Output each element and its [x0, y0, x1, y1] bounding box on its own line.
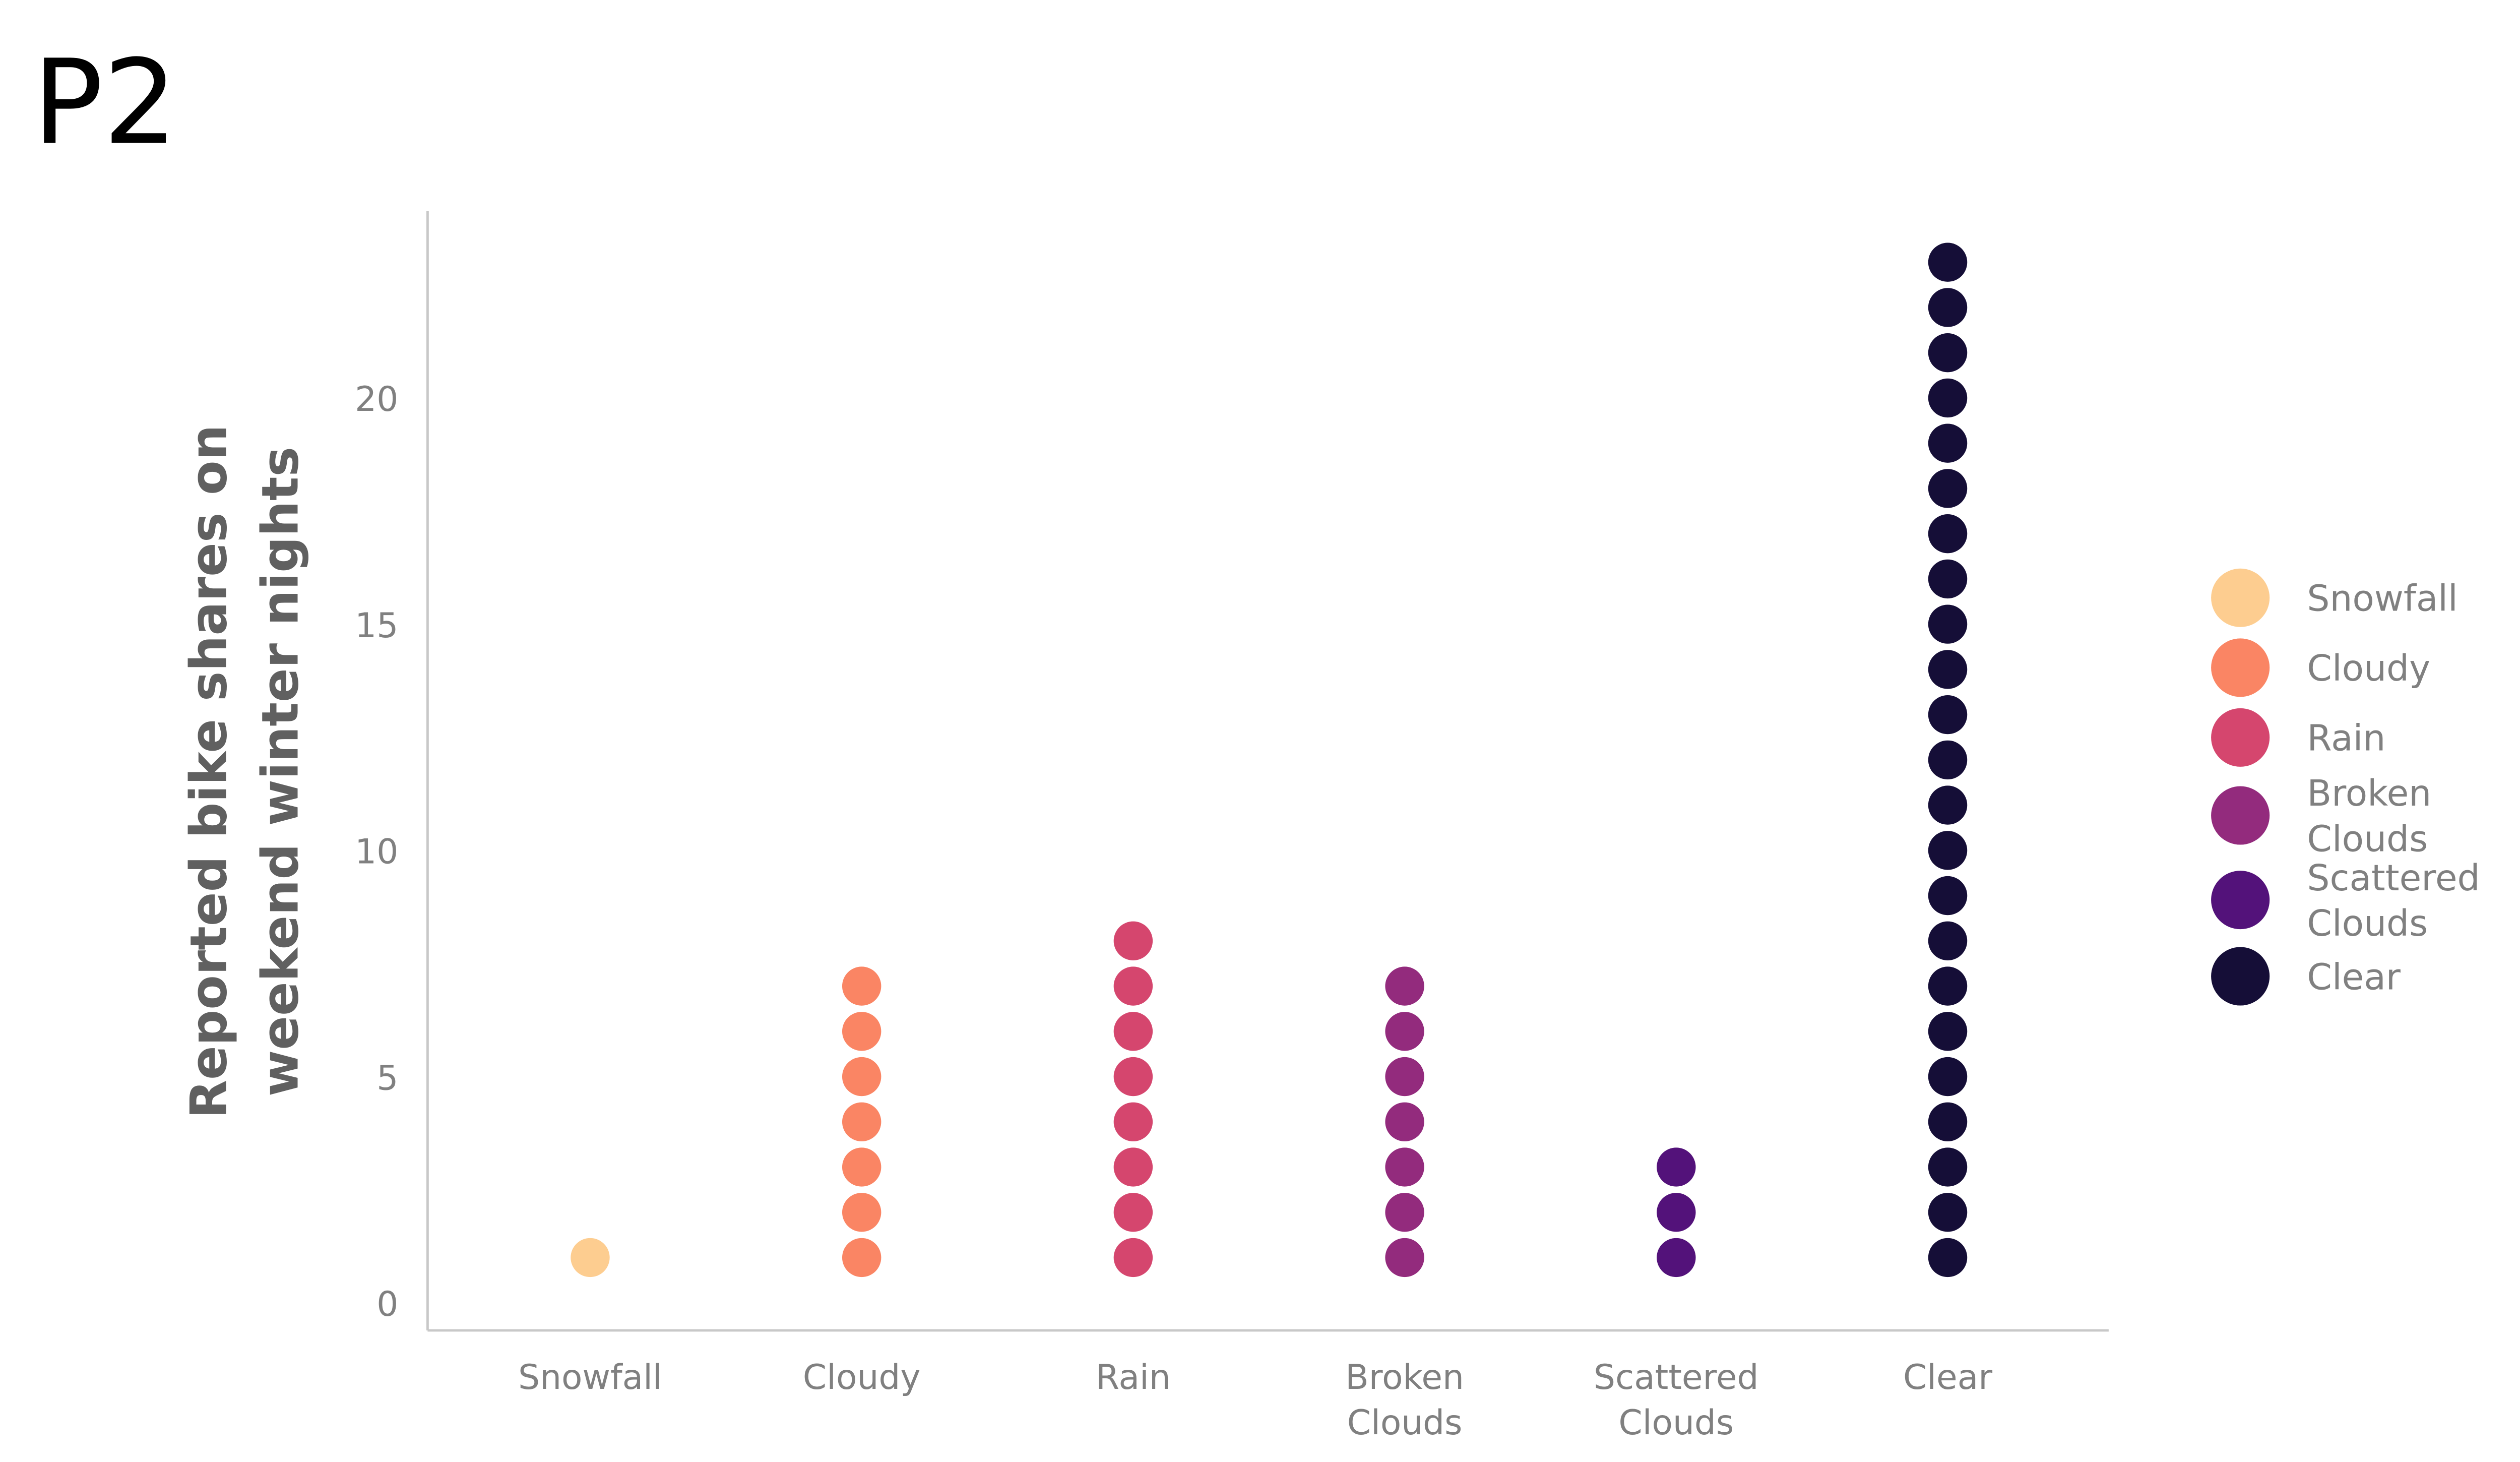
- data-point: [1113, 1238, 1153, 1277]
- data-point: [1113, 966, 1153, 1006]
- y-axis-label-line: weekend winter nights: [250, 447, 309, 1096]
- data-point: [1928, 695, 1968, 735]
- legend-swatch: [2211, 568, 2270, 627]
- data-point: [1928, 740, 1968, 780]
- data-point: [1928, 288, 1968, 327]
- data-point: [1928, 831, 1968, 870]
- data-point: [1928, 242, 1968, 282]
- data-point: [842, 1012, 881, 1051]
- data-point: [1928, 423, 1968, 463]
- x-tick-label: Rain: [1096, 1357, 1171, 1397]
- data-point: [1113, 1012, 1153, 1051]
- data-point: [1928, 785, 1968, 825]
- data-point: [842, 1102, 881, 1141]
- y-tick-label: 20: [355, 379, 398, 419]
- data-point: [1385, 1057, 1424, 1096]
- data-point: [1385, 1012, 1424, 1051]
- data-point: [1928, 378, 1968, 418]
- legend-swatch: [2211, 786, 2270, 845]
- x-tick-label: Clouds: [1618, 1403, 1734, 1442]
- data-point: [1928, 604, 1968, 644]
- legend-label: Snowfall: [2307, 578, 2458, 620]
- x-tick-label: Clear: [1903, 1357, 1992, 1397]
- data-point: [1928, 333, 1968, 373]
- data-point: [1928, 921, 1968, 960]
- data-point: [842, 1147, 881, 1187]
- x-tick-label: Cloudy: [803, 1357, 921, 1397]
- data-point: [1928, 1147, 1968, 1187]
- data-point: [1385, 1102, 1424, 1141]
- data-point: [1113, 1102, 1153, 1141]
- data-point: [1657, 1238, 1696, 1277]
- data-point: [1928, 1102, 1968, 1141]
- data-point: [1385, 1193, 1424, 1232]
- legend-label: Clouds: [2307, 902, 2428, 944]
- data-point: [842, 1193, 881, 1232]
- y-axis-label: Reported bike shares on weekend winter ni…: [179, 424, 309, 1119]
- legend-label: Clear: [2307, 956, 2401, 998]
- legend-label: Rain: [2307, 717, 2385, 759]
- dots: [571, 242, 1968, 1277]
- data-point: [1113, 1057, 1153, 1096]
- data-point: [1385, 1238, 1424, 1277]
- data-point: [842, 966, 881, 1006]
- x-tick-label: Clouds: [1347, 1403, 1463, 1442]
- data-point: [1928, 1057, 1968, 1096]
- data-point: [571, 1238, 610, 1277]
- data-point: [1928, 966, 1968, 1006]
- data-point: [1928, 1193, 1968, 1232]
- data-point: [1385, 966, 1424, 1006]
- legend-label: Cloudy: [2307, 647, 2430, 689]
- data-point: [1928, 650, 1968, 689]
- data-point: [1113, 1147, 1153, 1187]
- data-point: [1385, 1147, 1424, 1187]
- legend-label: Clouds: [2307, 818, 2428, 860]
- legend-swatch: [2211, 947, 2270, 1006]
- y-tick-label: 5: [376, 1058, 398, 1098]
- legend-label: Scattered: [2307, 857, 2480, 899]
- data-point: [1657, 1193, 1696, 1232]
- y-tick-label: 15: [355, 605, 398, 645]
- x-tick-label: Snowfall: [518, 1357, 662, 1397]
- y-ticks: 0 5 10 15 20: [355, 379, 398, 1324]
- legend-swatch: [2211, 638, 2270, 697]
- data-point: [1928, 876, 1968, 916]
- y-axis-label-line: Reported bike shares on: [179, 424, 238, 1119]
- legend: SnowfallCloudyRainBrokenCloudsScatteredC…: [2211, 568, 2480, 1006]
- data-point: [1928, 514, 1968, 554]
- data-point: [1657, 1147, 1696, 1187]
- x-tick-label: Broken: [1345, 1357, 1464, 1397]
- y-tick-label: 10: [355, 832, 398, 872]
- data-point: [1113, 1193, 1153, 1232]
- panel-tag: P2: [33, 35, 178, 171]
- data-point: [1928, 1012, 1968, 1051]
- legend-swatch: [2211, 871, 2270, 930]
- data-point: [842, 1057, 881, 1096]
- data-point: [1928, 1238, 1968, 1277]
- legend-swatch: [2211, 708, 2270, 767]
- data-point: [842, 1238, 881, 1277]
- legend-label: Broken: [2307, 772, 2431, 814]
- x-tick-label: Scattered: [1594, 1357, 1759, 1397]
- y-tick-label: 0: [376, 1284, 398, 1324]
- data-point: [1113, 921, 1153, 960]
- x-ticks: Snowfall Cloudy Rain Broken Clouds Scattered C…: [518, 1357, 1992, 1442]
- data-point: [1928, 469, 1968, 508]
- data-point: [1928, 559, 1968, 599]
